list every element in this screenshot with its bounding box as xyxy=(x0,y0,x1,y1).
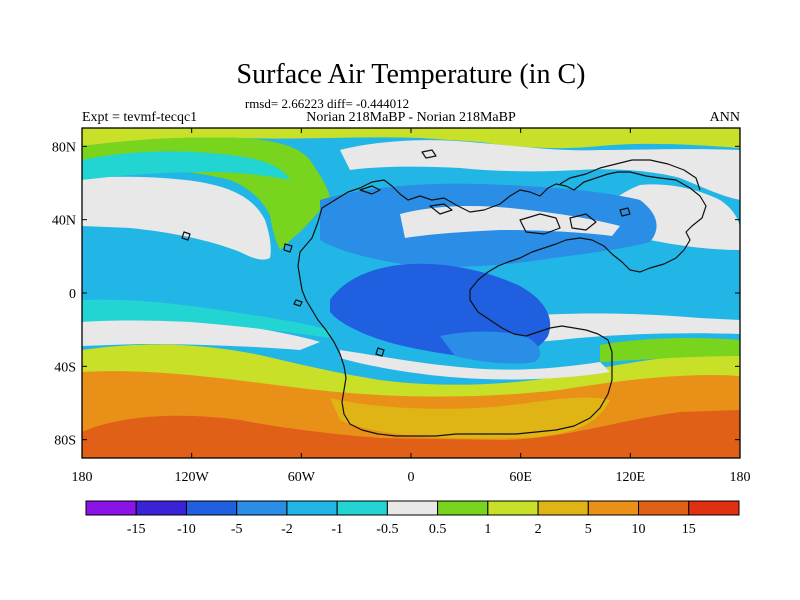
x-tick-label: 60W xyxy=(288,470,316,485)
colorbar-label: -15 xyxy=(127,522,146,537)
field-south-neutral xyxy=(82,315,320,350)
colorbar-swatch xyxy=(185,500,238,516)
run-label: Norian 218MaBP - Norian 218MaBP xyxy=(306,110,516,125)
island-4 xyxy=(569,213,597,231)
field-central-neutral-band xyxy=(400,206,620,238)
colorbar-label: -5 xyxy=(231,522,243,537)
colorbar-swatch xyxy=(437,500,489,516)
colorbar-swatch xyxy=(688,500,740,516)
field-south-light-cyan xyxy=(82,299,330,338)
northern-coast-detail xyxy=(559,159,701,191)
field-tropic-green xyxy=(600,337,740,362)
colorbar-swatch xyxy=(286,500,338,516)
temperature-field xyxy=(82,128,740,458)
island-8 xyxy=(375,347,385,357)
y-tick-label: 0 xyxy=(69,287,76,302)
field-south-neutral-2 xyxy=(340,350,610,380)
field-south-hot xyxy=(82,410,740,458)
y-tick-label: 80S xyxy=(54,434,76,449)
stats-line: rmsd= 2.66223 diff= -0.444012 xyxy=(245,96,409,111)
y-axis: 80N 40N 0 40S 80S xyxy=(52,140,740,449)
x-tick-label: 120W xyxy=(175,470,210,485)
colorbar-label: 0.5 xyxy=(429,522,447,537)
island-7 xyxy=(293,299,303,307)
colorbar-swatch xyxy=(487,500,539,516)
island-10 xyxy=(181,231,191,241)
field-tropic-yellowgreen xyxy=(82,344,740,397)
colorbar-label: 15 xyxy=(682,522,696,537)
colorbar-label: -2 xyxy=(281,522,293,537)
colorbar-label: -10 xyxy=(177,522,196,537)
colorbar-swatch xyxy=(336,500,388,516)
colorbar-label: 2 xyxy=(535,522,542,537)
colorbar-swatch xyxy=(135,500,187,516)
x-tick-label: 180 xyxy=(730,470,751,485)
colorbar-swatch xyxy=(587,500,640,516)
island-6 xyxy=(283,243,293,253)
colorbar-swatch xyxy=(386,500,439,516)
season-label: ANN xyxy=(710,110,740,125)
island-9 xyxy=(619,207,631,217)
x-tick-label: 0 xyxy=(408,470,415,485)
field-south-orange xyxy=(330,397,610,439)
chart-title: Surface Air Temperature (in C) xyxy=(237,59,586,90)
island-1 xyxy=(359,185,381,195)
field-arctic-neutral xyxy=(340,140,740,200)
colorbar-label: 1 xyxy=(484,522,491,537)
x-tick-label: 180 xyxy=(72,470,93,485)
colorbar-label: -0.5 xyxy=(376,522,398,537)
field-north-neutral xyxy=(82,176,271,260)
x-axis: 180 120W 60W 0 60E 120E 180 xyxy=(72,128,751,485)
island-3 xyxy=(519,213,561,235)
y-tick-label: 40N xyxy=(52,214,76,229)
colorbar-label: 10 xyxy=(632,522,646,537)
x-tick-label: 120E xyxy=(616,470,646,485)
island-2 xyxy=(429,203,453,215)
x-tick-label: 60E xyxy=(509,470,532,485)
colorbar-label: 5 xyxy=(585,522,592,537)
field-northwest-light-cyan xyxy=(82,151,290,180)
colorbar-label: -1 xyxy=(331,522,343,537)
pangaea-coastline xyxy=(297,171,707,437)
field-north-yellowgreen xyxy=(82,128,740,149)
colorbar-swatch xyxy=(236,500,288,516)
continent-outlines xyxy=(181,149,707,437)
experiment-label: Expt = tevmf-tecqc1 xyxy=(82,110,197,125)
island-5 xyxy=(421,149,437,159)
colorbar-swatch xyxy=(85,500,137,516)
y-tick-label: 40S xyxy=(54,360,76,375)
colorbar-swatch xyxy=(537,500,589,516)
field-southeast-neutral xyxy=(500,313,740,344)
y-tick-label: 80N xyxy=(52,140,76,155)
colorbar-swatch xyxy=(638,500,690,516)
field-tropical-light-blue xyxy=(440,331,541,364)
colorbar: -15 -10 -5 -2 -1 -0.5 0.5 1 2 5 10 15 xyxy=(85,500,740,537)
